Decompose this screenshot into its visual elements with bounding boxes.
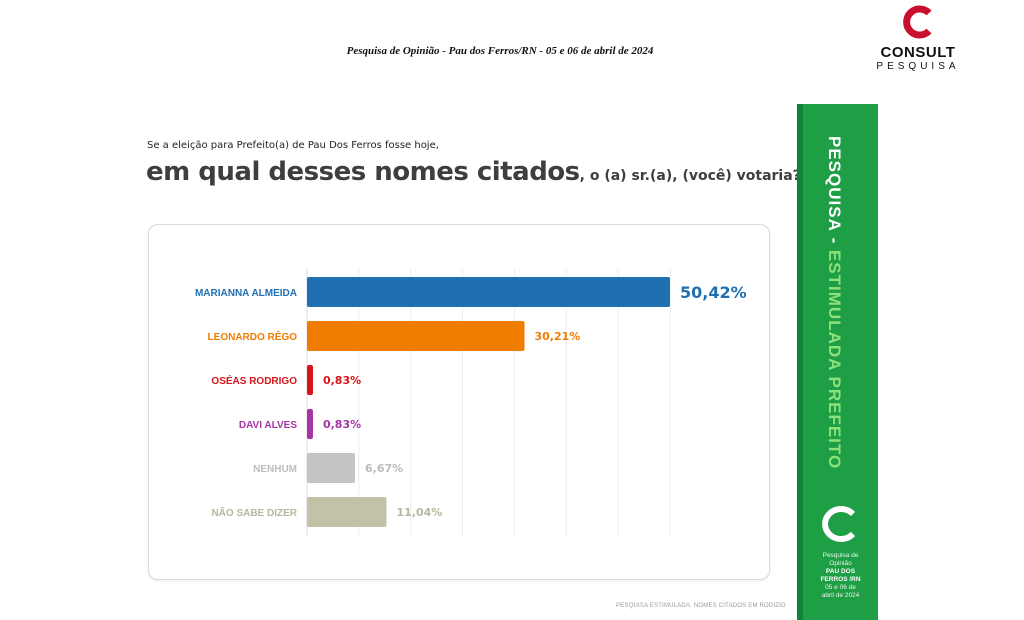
consult-c-white-icon	[822, 506, 856, 542]
category-label: NÃO SABE DIZER	[211, 506, 297, 519]
info-line1: Pesquisa de	[822, 552, 859, 559]
question-highlight: em qual desses nomes citados	[146, 157, 580, 187]
question-rest: , o (a) sr.(a), (você) votaria?	[579, 168, 801, 184]
side-band-word1: PESQUISA	[825, 136, 844, 232]
question-main: em qual desses nomes citados, o (a) sr.(…	[146, 157, 801, 187]
footnote: PESQUISA ESTIMULADA. NOMES CITADOS EM RO…	[616, 603, 786, 609]
category-label: LEONARDO RÊGO	[208, 330, 298, 343]
bar	[307, 409, 313, 439]
category-label: DAVI ALVES	[239, 420, 297, 431]
logo-subtitle: PESQUISA	[876, 61, 960, 72]
side-band: PESQUISA - ESTIMULADA PREFEITO Pesquisa …	[797, 104, 878, 620]
consult-c-icon	[903, 5, 932, 39]
page-title: Pesquisa de Opinião - Pau dos Ferros/RN …	[346, 45, 654, 57]
value-label: 0,83%	[323, 418, 361, 431]
value-label: 11,04%	[396, 506, 442, 519]
side-band-title: PESQUISA - ESTIMULADA PREFEITO	[824, 136, 844, 469]
value-label: 0,83%	[323, 374, 361, 387]
value-label: 50,42%	[680, 283, 747, 302]
value-label: 30,21%	[534, 330, 580, 343]
bar	[307, 365, 313, 395]
bar-chart: MARIANNA ALMEIDA 50,42% LEONARDO RÊGO 30,21…	[195, 269, 747, 537]
logo-brand: CONSULT	[880, 44, 956, 61]
info-line5: 05 e 06 de	[825, 584, 856, 591]
category-label: OSÉAS RODRIGO	[211, 374, 297, 387]
info-line2: Opinião	[829, 560, 852, 567]
chart-card: MARIANNA ALMEIDA 50,42% LEONARDO RÊGO 30,21…	[148, 224, 770, 580]
bar	[307, 321, 525, 351]
side-band-stripe	[797, 104, 803, 620]
side-band-info: Pesquisa de Opinião PAU DOS FERROS /RN 0…	[803, 552, 878, 600]
value-label: 6,67%	[365, 462, 403, 475]
category-label: NENHUM	[253, 464, 297, 475]
info-line6: abril de 2024	[821, 592, 860, 599]
bar	[307, 277, 670, 307]
bar	[307, 497, 387, 527]
consult-logo: CONSULT PESQUISA	[868, 4, 968, 73]
info-line4: FERROS /RN	[820, 576, 861, 583]
category-label: MARIANNA ALMEIDA	[195, 288, 297, 299]
side-band-word2: ESTIMULADA PREFEITO	[825, 249, 844, 470]
bar	[307, 453, 356, 483]
side-band-dash: -	[825, 231, 844, 250]
question-intro: Se a eleição para Prefeito(a) de Pau Dos…	[147, 140, 439, 151]
info-line3: PAU DOS	[825, 568, 856, 575]
